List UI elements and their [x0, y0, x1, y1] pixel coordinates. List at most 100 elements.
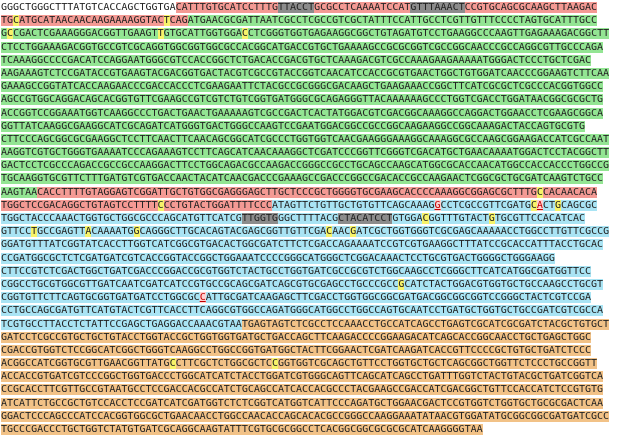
- sequence-segment: GCCGAGTT: [37, 226, 86, 238]
- sequence-segment: CCTCGCCGTTCGATG: [440, 199, 531, 211]
- sequence-segment: GTGGA: [392, 213, 423, 224]
- sequence-segment: GCGCCTCAAAATCCAT: [314, 2, 411, 13]
- sequence-line: GGGCTGGGCTTTATGTCACCAGCTGGTGACATTTGTGCAT…: [1, 1, 616, 14]
- sequence-segment: GGATGTTTATCGGTATCACCTTGGTCATCGGCGTGACACT…: [1, 239, 604, 251]
- sequence-line: CCGCACCTTCGTTGCCGTAATGCCTCCGACCACGCCATCT…: [1, 383, 616, 396]
- sequence-segment: AAGGTCGTGCTGGGTGAAAATCCCAGAAAGTCCTTCAGCA…: [1, 147, 610, 159]
- sequence-line: GACTCCTCGCCCAGACCGCCGCCAAGGACTTCCTGGCAGA…: [1, 159, 616, 172]
- sequence-line: CTTCCCAGCGGCGCGAAGGCTCCTTCAACTTCAACAGCGG…: [1, 133, 616, 146]
- sequence-segment: TGCCCGACCCTGCTGGTCTATGTGATCGCAGGCAAGTATT…: [1, 424, 483, 435]
- sequence-segment: CTTCCCAGCGGCGCGAAGGCTCCTTCAACTTCAACAGCGG…: [1, 133, 610, 145]
- sequence-segment: C: [326, 226, 333, 238]
- sequence-segment: GGTTATCAAGGCGAAGGCATCGCAGATCATGGGTGACTGG…: [1, 120, 585, 132]
- sequence-segment: ATCATTCTGCCGCTGTCCACCTCCGATCATCGATGGTCTC…: [1, 397, 604, 409]
- sequence-segment: CCGATGGCGCTCTCGATGATCGTCACCGGTACCGGCTGGA…: [1, 252, 555, 264]
- sequence-line: TCGTGCCTTACCTCTATTCCGAGCTGAGGACCAAACGTAA…: [1, 318, 616, 331]
- sequence-segment: CAAAATG: [91, 226, 134, 238]
- sequence-segment: T: [157, 28, 164, 40]
- sequence-segment: ATTGCGATCAAGAGCTTCGACCTGGTGGCGGCGATGACGG…: [205, 292, 592, 304]
- sequence-segment: T: [163, 15, 170, 27]
- sequence-segment: GGTGGTCGCAGCTGTTCCTGGTGCTGCTCAGCGGCTGGTT…: [277, 358, 598, 370]
- sequence-segment: CTTCCGTCTCGACTGGCTGATCGACCCGGACCGCGTGGTC…: [1, 265, 592, 277]
- sequence-segment: GAAAGCCGGTATCACCAAGAACCCGACCACCCTCGAAGAA…: [1, 81, 604, 93]
- sequence-line: ACGGCCATCGGTGCGTTGAACGGTTATG CCTTCGCTCTGG…: [1, 357, 616, 370]
- sequence-segment: GGCTTTTACG: [277, 213, 339, 224]
- sequence-segment: C: [536, 186, 543, 198]
- sequence-segment: TGAGTAGTCTCGCCTCCAAACCTGCCATCAGCCTGAGTCG…: [241, 318, 610, 330]
- sequence-segment: CT: [542, 199, 555, 211]
- sequence-segment: G: [554, 199, 561, 211]
- sequence-line: AAGGTCGTGCTGGGTGAAAATCCCAGAAAGTCCTTCAGCA…: [1, 146, 616, 159]
- sequence-segment: TGCAAGGTGCGTTCTTTGATGTCGTGACCAACTACATCAA…: [1, 173, 604, 185]
- sequence-line: GAAAGCCGGTATCACCAAGAACCCGACCACCCTCGAAGAA…: [1, 80, 616, 93]
- sequence-line: TGCATGCATAACAACAAGAAAAGGTACTCAGATGAACGCG…: [1, 14, 616, 27]
- sequence-line: GGTTATCAAGGCGAAGGCATCGCAGATCATGGGTGACTGG…: [1, 120, 616, 133]
- sequence-segment: CAG: [169, 15, 188, 27]
- sequence-line: GGATGTTTATCGGTATCACCTTGGTCATCGGCGTGACACT…: [1, 238, 616, 251]
- sequence-segment: AAC: [332, 226, 351, 238]
- sequence-line: ATCATTCTGCCGCTGTCCACCTCCGATCATCGATGGTCTC…: [1, 397, 616, 410]
- sequence-segment: CACAACACA: [542, 186, 598, 198]
- sequence-segment: ACCGGTCCGGAAATGGTCAAGGCCCTGACTGAACTGAAAA…: [1, 107, 604, 119]
- sequence-line: CTTCCGTCTCGACTGGCTGATCGACCCGGACCGCGTGGTC…: [1, 265, 616, 278]
- sequence-segment: GTTTAAACT: [410, 2, 465, 13]
- sequence-segment: G: [488, 213, 495, 224]
- sequence-segment: TGCGTTCCACATCAC: [494, 213, 586, 224]
- sequence-segment: GTGCATTGGTGGA: [163, 28, 242, 40]
- sequence-segment: CACCTTTTGTAGGAGTCGGATTGCTGTGGCGAGGGAGCTT…: [37, 186, 537, 198]
- sequence-segment: AGCCGTGGCAGGACAGCACGGTGTTCGAAGCCGTCGTCTG…: [1, 94, 604, 106]
- sequence-segment: AAGTAA: [1, 186, 38, 198]
- sequence-segment: TG: [1, 15, 14, 27]
- sequence-segment: TTGGTG: [241, 213, 278, 224]
- sequence-line: ACCGGTCCGGAAATGGTCAAGGCCCTGACTGAACTGAAAA…: [1, 107, 616, 120]
- sequence-line: TGGCTCCGACAGGCTGTAGTCCTTTTCCCTGTACTGGATT…: [1, 199, 616, 212]
- sequence-segment: GGACTCCCAGCCCATCCACGGTGGCGCTGAACAACCTGGC…: [1, 410, 610, 422]
- sequence-segment: GATCCTCGCCGTGCTGCTGTACCTGGTACCGCTGGTGGTG…: [1, 331, 592, 343]
- sequence-line: CCGATGGCGCTCTCGATGATCGTCACCGGTACCGGCTGGA…: [1, 252, 616, 265]
- sequence-segment: G: [350, 226, 357, 238]
- sequence-segment: GTTCC: [1, 226, 32, 238]
- sequence-segment: T: [31, 226, 38, 238]
- sequence-line: CGGTGTTCTTCAGTGCGGTGATGATCCTGGCGCCATTGCG…: [1, 291, 616, 304]
- sequence-segment: GGTTTGTACT: [428, 213, 489, 224]
- sequence-segment: CTTCGCTCTGGCGCTC: [175, 358, 272, 370]
- sequence-segment: ACCACCGTGATCGTCCCGGCTGGTGACCCTGGCATCATCT…: [1, 371, 604, 383]
- sequence-line: AGCCGTGGCAGGACAGCACGGTGTTCGAAGCCGTCGTCTG…: [1, 93, 616, 106]
- sequence-segment: CCGTGCAGCGCAAGCTTAAGAC: [464, 2, 598, 13]
- sequence-segment: AAGAAAGTCTCCGATACCGTGAAGTACGACGGTGACTACG…: [1, 67, 610, 79]
- sequence-segment: C: [422, 213, 429, 224]
- sequence-line: TGCAAGGTGCGTTCTTTGATGTCGTGACCAACTACATCAA…: [1, 172, 616, 185]
- sequence-line: CCTGCCAGCGATGTTCATGTACTCGTTCACCTTCAGGCGT…: [1, 304, 616, 317]
- sequence-line: TGCCCGACCCTGCTGGTCTATGTGATCGCAGGCAAGTATT…: [1, 423, 616, 436]
- sequence-segment: G: [1, 28, 8, 40]
- sequence-segment: TGGCTACCCAAACTGGTGCTGGCGCCCAGCATGTTCATCG: [1, 213, 242, 224]
- sequence-segment: CGGCCTGCGTGGCGTTGATCAATCGATCATCCGTGCCGCA…: [1, 278, 399, 290]
- sequence-segment: CGACCGTGGTCTCCGGCATCGGCTGGGTCAAGGCCTGGCC…: [1, 344, 592, 356]
- sequence-segment: C: [271, 358, 278, 370]
- sequence-line: AAGTAACACCTTTTGTAGGAGTCGGATTGCTGTGGCGAGG…: [1, 186, 616, 199]
- sequence-segment: GACTCCTCGCCCAGACCGCCGCCAAGGACTTCCTGGCAGA…: [1, 160, 610, 172]
- sequence-segment: TTACCT: [277, 2, 315, 13]
- sequence-segment: ATAGTTCTGTTGCTGTGTTCAGCAAAG: [271, 199, 435, 211]
- sequence-segment: CGACTCGAAAGGGACGGTTGAAGT: [13, 28, 158, 40]
- sequence-line: ACCACCGTGATCGTCCCGGCTGGTGACCCTGGCATCATCT…: [1, 370, 616, 383]
- sequence-segment: C: [157, 199, 164, 211]
- sequence-line: TCAAAGGCCCCGACATCCAGGAATGGGCGTCCACCGGCTC…: [1, 54, 616, 67]
- sequence-segment: TGGCTCCGACAGGCTGTAGTCCTTTT: [1, 199, 158, 211]
- sequence-segment: C: [199, 292, 206, 304]
- sequence-line: TGGCTACCCAAACTGGTGCTGGCGCCCAGCATGTTCATCG…: [1, 212, 616, 225]
- sequence-line: GATCCTCGCCGTGCTGCTGTACCTGGTACCGCTGGTGGTG…: [1, 331, 616, 344]
- sequence-segment: C: [241, 28, 248, 40]
- sequence-line: CGGCCTGCGTGGCGTTGATCAATCGATCATCCGTGCCGCA…: [1, 278, 616, 291]
- sequence-segment: A: [85, 226, 92, 238]
- sequence-segment: C: [13, 15, 20, 27]
- sequence-segment: G: [133, 226, 140, 238]
- sequence-segment: ATGCATAACAACAAGAAAAGGTAC: [19, 15, 164, 27]
- sequence-segment: ATGAACGCGATTAATCGCCTCGCCGTCGCTATTTCCATTG…: [187, 15, 598, 27]
- sequence-line: CGACCGTGGTCTCCGGCATCGGCTGGGTCAAGGCCTGGCC…: [1, 344, 616, 357]
- sequence-segment: G: [398, 278, 405, 290]
- sequence-segment: GGGCTGGGCTTTATGTCACCAGCTGGTGA: [1, 2, 176, 13]
- sequence-segment: CTACATCCT: [338, 213, 393, 224]
- sequence-segment: ACGGCCATCGGTGCGTTGAACGGTTATG: [1, 358, 170, 370]
